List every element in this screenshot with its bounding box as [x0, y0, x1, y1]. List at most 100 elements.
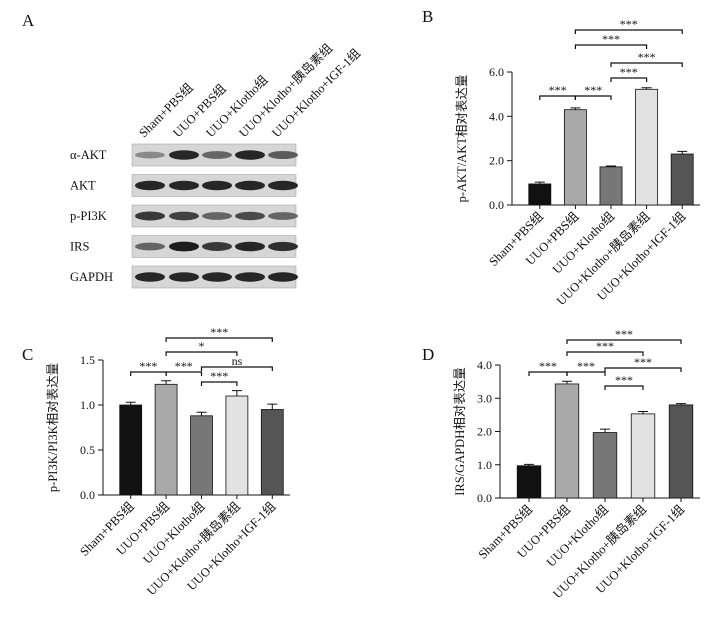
blot-band: [268, 241, 298, 252]
protein-label: AKT: [70, 179, 96, 193]
bar: [592, 432, 618, 499]
x-tick-label: UUO+Klotho组: [140, 499, 207, 566]
blot-band: [235, 272, 265, 282]
bar: [154, 383, 178, 496]
blot-band: [202, 212, 232, 220]
y-axis-label: IRS/GAPDH相对表达量: [453, 367, 467, 496]
error-bar: [676, 403, 686, 405]
blot-band: [169, 150, 199, 160]
significance-bracket: [604, 367, 682, 372]
blot-band: [268, 212, 298, 220]
bar: [225, 395, 249, 496]
error-bar: [562, 380, 572, 384]
panel-letter: C: [22, 345, 33, 364]
blot-band: [268, 272, 298, 282]
y-tick-label: 0.5: [80, 443, 95, 457]
error-bar: [534, 181, 545, 184]
error-bar: [606, 165, 616, 167]
significance-label: ***: [634, 355, 652, 369]
significance-label: ***: [615, 373, 633, 387]
bar: [190, 415, 213, 496]
significance-bracket: [574, 29, 683, 34]
y-tick-label: 0.0: [477, 491, 492, 505]
protein-label: α-AKT: [70, 148, 107, 162]
panel-letter: A: [22, 11, 35, 30]
significance-bracket: [604, 385, 644, 390]
x-tick-label: UUO+Klotho组: [550, 209, 617, 276]
y-axis-label: p-PI3K/PI3K相对表达量: [46, 363, 60, 492]
y-tick-label: 4.0: [477, 358, 492, 372]
bar: [599, 166, 623, 206]
y-tick-label: 4.0: [489, 109, 504, 123]
error-bar: [267, 403, 278, 410]
significance-bracket: [574, 44, 648, 49]
y-tick-label: 3.0: [477, 391, 492, 405]
blot-band: [135, 180, 165, 191]
significance-label: ***: [577, 359, 595, 373]
error-bar: [600, 428, 610, 433]
significance-label: ***: [584, 83, 602, 97]
bar: [119, 404, 143, 496]
error-bar: [570, 107, 581, 110]
panel-letter: B: [422, 7, 433, 26]
blot-band: [235, 150, 265, 160]
significance-label: ***: [602, 32, 620, 46]
panel-letter: D: [422, 345, 434, 364]
significance-label: ***: [549, 83, 567, 97]
blot-band: [169, 241, 199, 252]
error-bar: [231, 390, 242, 396]
protein-label: p-PI3K: [70, 209, 107, 223]
significance-bracket: [566, 339, 682, 344]
blot-band: [135, 151, 165, 159]
bar: [670, 153, 694, 206]
blot-band: [135, 272, 165, 282]
error-bar: [161, 380, 172, 385]
blot-band: [135, 242, 165, 251]
significance-label: ***: [210, 369, 228, 383]
significance-bracket: [566, 371, 606, 376]
error-bar: [524, 463, 534, 466]
significance-bracket: [610, 62, 683, 67]
blot-band: [169, 272, 199, 282]
bar: [554, 383, 580, 499]
bar: [635, 88, 659, 206]
blot-band: [135, 211, 165, 221]
blot-band: [169, 211, 199, 221]
significance-label: ns: [232, 354, 243, 368]
significance-bracket: [566, 351, 644, 356]
blot-band: [235, 241, 265, 252]
significance-label: ***: [615, 327, 633, 341]
y-tick-label: 2.0: [477, 425, 492, 439]
blot-band: [202, 180, 232, 191]
significance-label: ***: [175, 359, 193, 373]
error-bar: [641, 87, 652, 90]
significance-bracket: [165, 371, 203, 376]
bar: [516, 465, 542, 499]
error-bar: [125, 401, 136, 405]
y-tick-label: 1.5: [80, 353, 95, 367]
significance-bracket: [574, 95, 612, 100]
error-bar: [638, 411, 648, 414]
bar: [563, 109, 587, 206]
blot-band: [202, 242, 232, 251]
significance-label: ***: [620, 17, 638, 31]
significance-bracket: [200, 366, 273, 371]
bar: [528, 183, 552, 206]
error-bar: [196, 411, 207, 416]
protein-label: GAPDH: [70, 270, 113, 284]
y-tick-label: 1.0: [80, 398, 95, 412]
bar: [668, 404, 694, 499]
blot-band: [235, 180, 265, 191]
significance-bracket: [200, 381, 238, 386]
significance-label: ***: [210, 325, 228, 339]
significance-label: ***: [620, 65, 638, 79]
y-axis-label: p-AKT/AKT相对表达量: [455, 75, 469, 203]
blot-band: [235, 211, 265, 221]
blot-band: [202, 272, 232, 282]
y-tick-label: 0.0: [489, 198, 504, 212]
blot-band: [202, 151, 232, 159]
significance-label: ***: [139, 359, 157, 373]
blot-band: [169, 180, 199, 191]
